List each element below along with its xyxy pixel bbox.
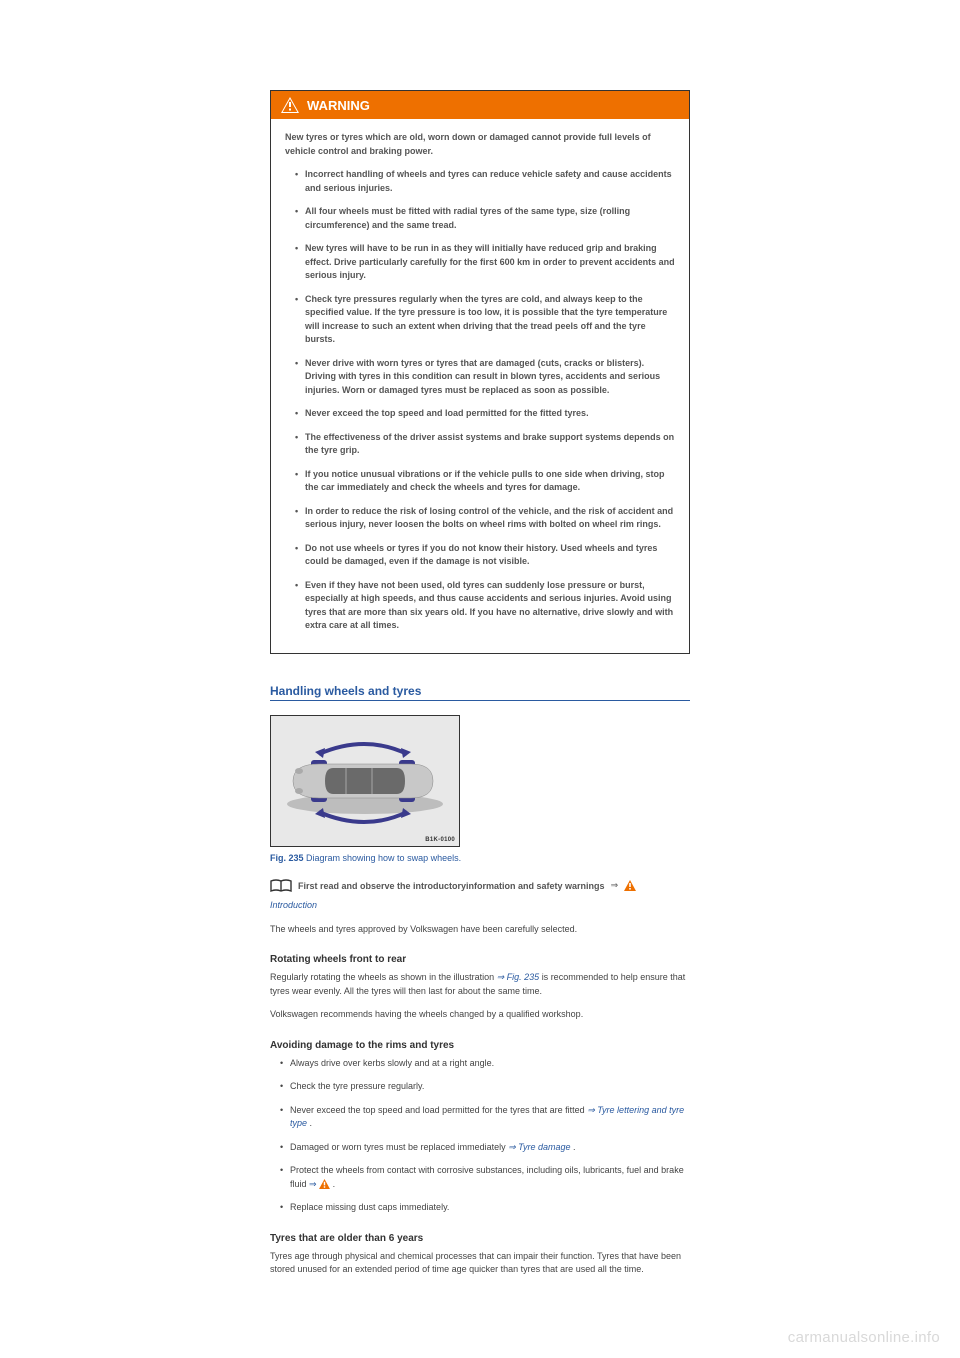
paragraph: Tyres age through physical and chemical … — [270, 1250, 690, 1277]
text: Never exceed the top speed and load perm… — [290, 1105, 587, 1115]
warning-item: The effectiveness of the driver assist s… — [295, 431, 675, 458]
warning-intro: New tyres or tyres which are old, worn d… — [285, 131, 675, 158]
caption-text: Diagram showing how to swap wheels. — [304, 853, 462, 863]
warning-item: Check tyre pressures regularly when the … — [295, 293, 675, 347]
warning-box: WARNING New tyres or tyres which are old… — [270, 90, 690, 654]
text: Protect the wheels from contact with cor… — [290, 1165, 684, 1189]
list-item: Never exceed the top speed and load perm… — [280, 1104, 690, 1131]
list-item: Protect the wheels from contact with cor… — [280, 1164, 690, 1191]
warning-item: If you notice unusual vibrations or if t… — [295, 468, 675, 495]
warning-title: WARNING — [307, 98, 370, 113]
warning-header: WARNING — [271, 91, 689, 119]
caption-prefix: Fig. 235 — [270, 853, 304, 863]
page: WARNING New tyres or tyres which are old… — [0, 0, 960, 1358]
text: . — [310, 1118, 313, 1128]
intro-link[interactable]: Introduction — [270, 895, 690, 913]
warning-item: In order to reduce the risk of losing co… — [295, 505, 675, 532]
list-item: Check the tyre pressure regularly. — [280, 1080, 690, 1094]
warning-list: Incorrect handling of wheels and tyres c… — [285, 168, 675, 633]
warning-triangle-small-icon — [319, 1179, 330, 1189]
subheading-avoiding: Avoiding damage to the rims and tyres — [270, 1040, 690, 1051]
avoiding-list: Always drive over kerbs slowly and at a … — [270, 1057, 690, 1215]
list-item: Damaged or worn tyres must be replaced i… — [280, 1141, 690, 1155]
paragraph: The wheels and tyres approved by Volkswa… — [270, 923, 690, 937]
warning-item: All four wheels must be fitted with radi… — [295, 205, 675, 232]
warning-item: Even if they have not been used, old tyr… — [295, 579, 675, 633]
tyre-damage-link[interactable]: ⇒ Tyre damage — [508, 1142, 573, 1152]
figure-code: B1K-0100 — [425, 837, 455, 843]
warning-triangle-icon — [281, 97, 299, 113]
warning-item: Incorrect handling of wheels and tyres c… — [295, 168, 675, 195]
section-title: Handling wheels and tyres — [270, 684, 690, 701]
arrow-icon: ⇒ — [611, 880, 619, 891]
warning-item: Never drive with worn tyres or tyres tha… — [295, 357, 675, 398]
text: Damaged or worn tyres must be replaced i… — [290, 1142, 508, 1152]
read-first-line: First read and observe the introductoryi… — [270, 879, 690, 893]
warning-item: New tyres will have to be run in as they… — [295, 242, 675, 283]
warning-triangle-small-icon — [624, 880, 636, 891]
warning-body: New tyres or tyres which are old, worn d… — [271, 119, 689, 653]
arrow-icon: ⇒ — [309, 1179, 317, 1189]
watermark: carmanualsonline.info — [788, 1329, 940, 1346]
text: . — [573, 1142, 576, 1152]
paragraph: Regularly rotating the wheels as shown i… — [270, 971, 690, 998]
warning-item: Do not use wheels or tyres if you do not… — [295, 542, 675, 569]
subheading-older-tyres: Tyres that are older than 6 years — [270, 1233, 690, 1244]
car-swap-diagram-icon — [271, 716, 459, 846]
text: . — [333, 1179, 336, 1189]
warning-item: Never exceed the top speed and load perm… — [295, 407, 675, 421]
figure-caption: Fig. 235 Diagram showing how to swap whe… — [270, 853, 690, 863]
fig-link[interactable]: ⇒ Fig. 235 — [497, 972, 542, 982]
text: Check the tyre pressure regularly. — [290, 1081, 424, 1091]
figure-235: B1K-0100 — [270, 715, 460, 847]
book-icon — [270, 879, 292, 893]
read-first-text: First read and observe the introductoryi… — [298, 881, 605, 891]
paragraph: Volkswagen recommends having the wheels … — [270, 1008, 690, 1022]
text: Always drive over kerbs slowly and at a … — [290, 1058, 494, 1068]
list-item: Replace missing dust caps immediately. — [280, 1201, 690, 1215]
list-item: Always drive over kerbs slowly and at a … — [280, 1057, 690, 1071]
subheading-rotating: Rotating wheels front to rear — [270, 954, 690, 965]
text: Regularly rotating the wheels as shown i… — [270, 972, 497, 982]
text: Replace missing dust caps immediately. — [290, 1202, 449, 1212]
